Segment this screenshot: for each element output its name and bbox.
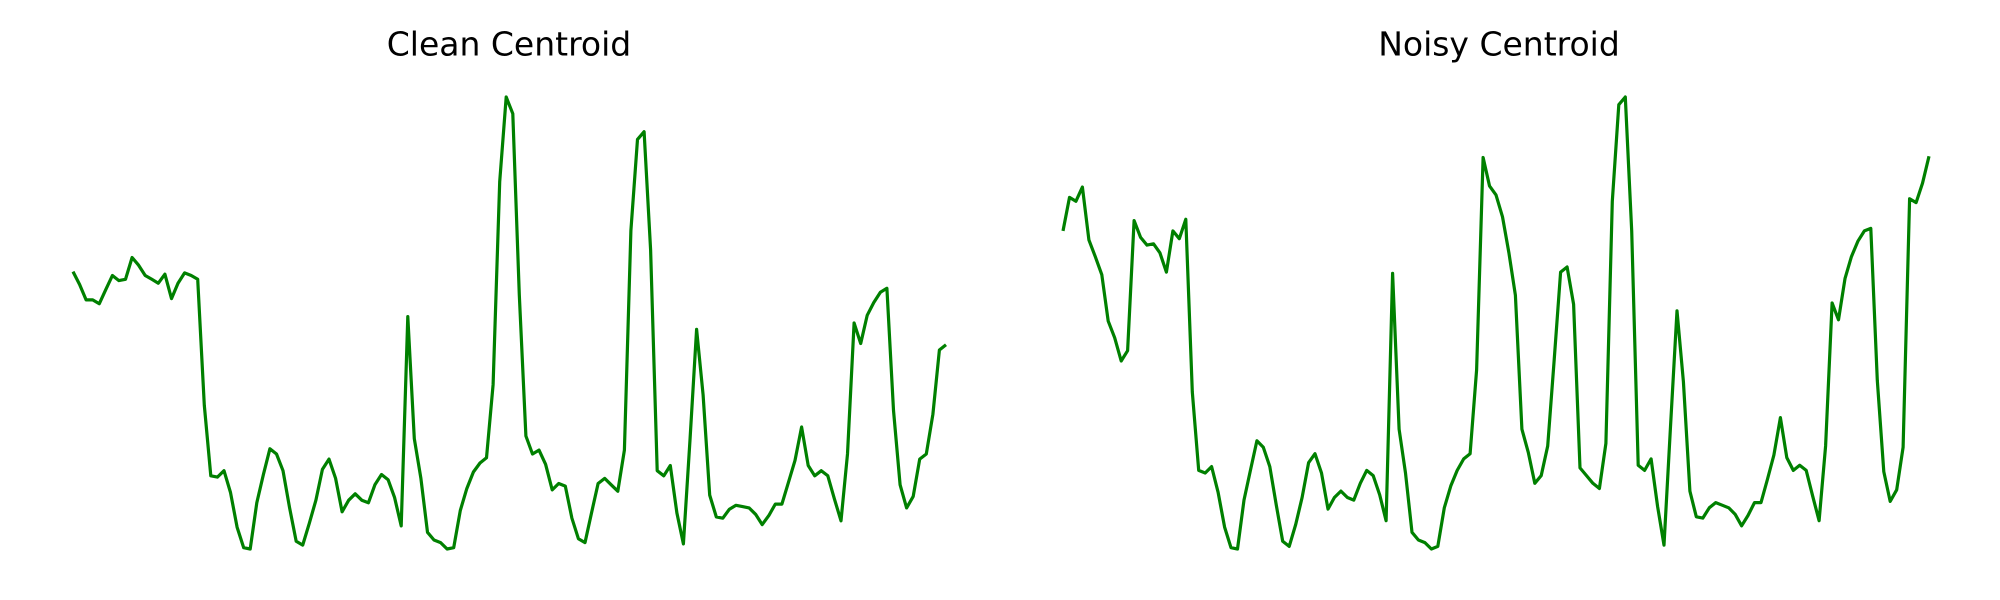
chart-title: Noisy Centroid — [1378, 25, 1620, 64]
data-line — [1061, 95, 1931, 551]
chart-title: Clean Centroid — [387, 25, 632, 64]
data-line — [71, 95, 947, 551]
